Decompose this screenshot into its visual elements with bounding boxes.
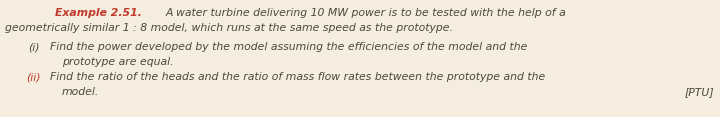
Text: geometrically similar 1 : 8 model, which runs at the same speed as the prototype: geometrically similar 1 : 8 model, which… — [5, 23, 453, 33]
Text: prototype are equal.: prototype are equal. — [62, 57, 174, 67]
Text: [PTU]: [PTU] — [685, 87, 714, 97]
Text: A water turbine delivering 10 MW power is to be tested with the help of a: A water turbine delivering 10 MW power i… — [166, 8, 567, 18]
Text: Find the ratio of the heads and the ratio of mass flow rates between the prototy: Find the ratio of the heads and the rati… — [50, 72, 545, 82]
Text: (i): (i) — [28, 42, 40, 52]
Text: model.: model. — [62, 87, 99, 97]
Text: (ii): (ii) — [26, 72, 40, 82]
Text: Example 2.51.: Example 2.51. — [55, 8, 142, 18]
Text: Find the power developed by the model assuming the efficiencies of the model and: Find the power developed by the model as… — [50, 42, 527, 52]
